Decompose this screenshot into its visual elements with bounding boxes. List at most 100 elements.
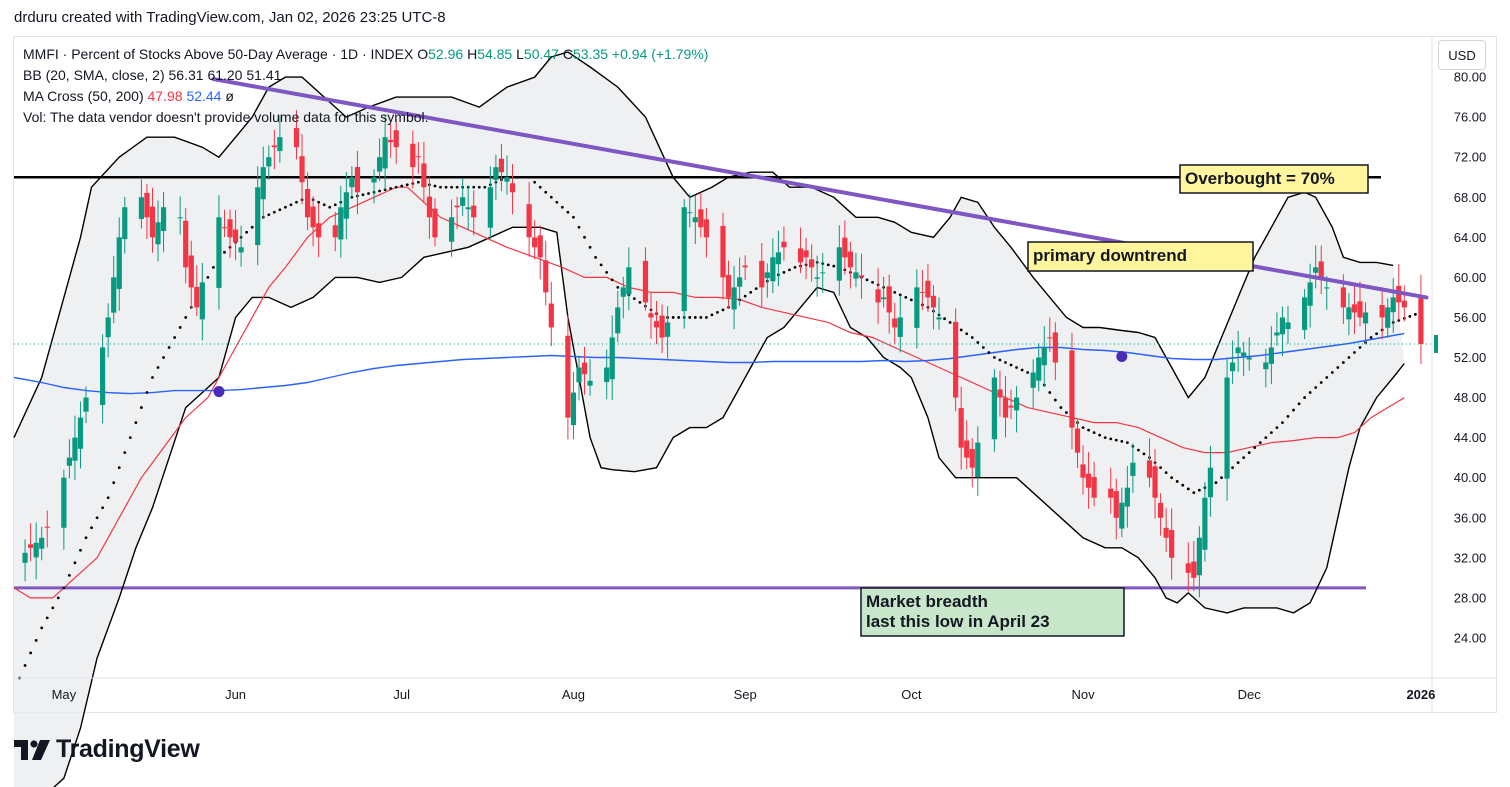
- bb-basis-dot: [67, 573, 71, 577]
- tradingview-logo-icon: [14, 739, 50, 760]
- candle-up: [138, 197, 144, 219]
- candle-up: [266, 157, 272, 167]
- candle-down: [149, 206, 156, 238]
- bb-basis-dot: [832, 264, 836, 268]
- bb-basis-dot: [416, 180, 420, 184]
- bb-label[interactable]: BB (20, SMA, close, 2): [23, 67, 165, 83]
- bb-basis-dot: [206, 275, 210, 279]
- y-tick-label: 60.00: [1454, 270, 1487, 285]
- candle-down: [421, 163, 427, 188]
- candle-down: [997, 389, 1003, 398]
- bb-basis-dot: [560, 205, 564, 209]
- candle-up: [1263, 362, 1269, 370]
- bb-basis-dot: [1059, 406, 1063, 409]
- bb-basis-dot: [45, 616, 49, 620]
- downtrend-callout: primary downtrend: [1027, 241, 1254, 272]
- low-label: L: [516, 46, 524, 62]
- candle-up: [1224, 377, 1230, 479]
- y-tick-label: 24.00: [1454, 630, 1487, 645]
- candle-down: [332, 225, 338, 238]
- y-tick-label: 36.00: [1454, 510, 1487, 525]
- ma50-value: 47.98: [147, 88, 183, 104]
- bb-basis-dot: [1308, 391, 1312, 394]
- candle-down: [1146, 460, 1153, 478]
- bb-fill-area: [14, 52, 1405, 787]
- ma-label[interactable]: MA Cross (50, 200): [23, 88, 144, 104]
- bb-basis-dot: [893, 290, 897, 294]
- candle-up: [1207, 467, 1214, 498]
- bb-basis-dot: [583, 235, 586, 239]
- candle-up: [731, 287, 737, 310]
- candle-up: [1202, 497, 1208, 550]
- candle-up: [775, 252, 781, 265]
- candle-down: [354, 167, 361, 193]
- candle-down: [1052, 332, 1058, 363]
- bb-basis-dot: [128, 436, 132, 440]
- candle-up: [504, 177, 510, 182]
- symbol-name[interactable]: MMFI · Percent of Stocks Above 50-Day Av…: [23, 46, 414, 62]
- candle-up: [1041, 347, 1047, 366]
- candle-down: [1340, 287, 1346, 308]
- candle-up: [604, 367, 610, 383]
- candle-down: [1185, 563, 1191, 573]
- bb-basis-dot: [272, 210, 276, 214]
- bb-basis-dot: [212, 265, 215, 269]
- bb-basis-dot: [112, 481, 116, 485]
- legend-bb-row: BB (20, SMA, close, 2) 56.31 61.20 51.41: [23, 65, 708, 86]
- candle-up: [914, 287, 920, 328]
- x-tick-label: 2026: [1406, 687, 1435, 702]
- candle-up: [371, 177, 377, 183]
- bb-basis-dot: [871, 280, 874, 284]
- candle-down: [847, 251, 853, 268]
- bb-basis-dot: [444, 185, 448, 189]
- ma-cross-marker: [1116, 350, 1128, 362]
- bb-basis-dot: [677, 316, 681, 319]
- candle-down: [858, 275, 865, 278]
- overbought-callout-box: [1179, 164, 1369, 194]
- candle-up: [338, 207, 344, 240]
- candle-down: [698, 209, 704, 228]
- candle-down: [703, 219, 709, 238]
- candle-up: [1362, 312, 1369, 324]
- bb-basis-dot: [1026, 371, 1030, 374]
- annotations: Overbought = 70% primary downtrend Market …: [860, 164, 1369, 637]
- candle-up: [105, 317, 111, 338]
- candle-down: [1418, 295, 1424, 344]
- bb-basis-dot: [970, 336, 974, 339]
- bb-basis-dot: [361, 193, 365, 197]
- bb-basis-dot: [1009, 363, 1013, 367]
- currency-button[interactable]: USD: [1438, 40, 1486, 70]
- x-tick-label: Jul: [393, 687, 410, 702]
- bb-basis-dot: [73, 561, 77, 565]
- tradingview-logo[interactable]: TradingView: [14, 735, 200, 764]
- candle-down: [44, 526, 50, 528]
- bb-basis-dot: [981, 346, 985, 349]
- bb-basis-dot: [588, 245, 592, 249]
- bb-basis-dot: [1358, 346, 1362, 349]
- candle-up: [1246, 357, 1252, 360]
- candle-down: [958, 408, 964, 448]
- candle-up: [1346, 307, 1352, 320]
- candle-down: [969, 449, 975, 468]
- bb-basis-dot: [716, 311, 719, 314]
- bb-basis-dot: [1375, 332, 1379, 336]
- bb-basis-dot: [527, 175, 531, 179]
- candle-down: [548, 303, 554, 328]
- bb-basis-dot: [1015, 366, 1018, 369]
- candle-up: [72, 437, 78, 461]
- candle-down: [144, 192, 150, 218]
- bb-basis-dot: [904, 296, 908, 299]
- candle-up: [376, 157, 383, 172]
- candle-down: [809, 259, 815, 268]
- bb-basis-dot: [909, 298, 913, 302]
- bb-basis-dot: [1303, 396, 1307, 399]
- bb-basis-dot: [472, 185, 476, 189]
- candle-up: [820, 272, 826, 274]
- candle-up: [349, 177, 355, 188]
- x-tick-label: Nov: [1071, 687, 1095, 702]
- candle-up: [897, 317, 903, 337]
- bb-basis-dot: [688, 316, 692, 319]
- candle-down: [415, 156, 421, 158]
